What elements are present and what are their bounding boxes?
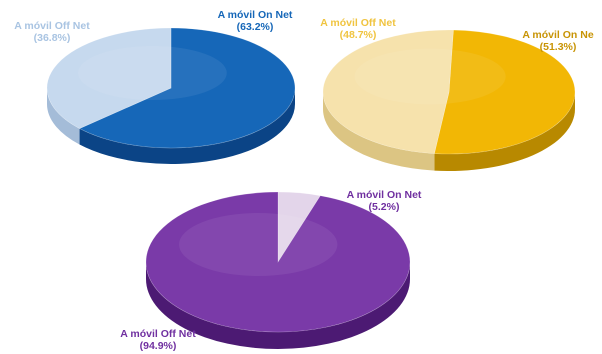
pie1-label-on-net: A móvil On Net (63.2%) — [217, 9, 293, 33]
pie2-label-on-net: A móvil On Ne (51.3%) — [522, 29, 594, 53]
pie-2-slice-1 — [433, 29, 576, 155]
pie-1-slice-2-side — [47, 88, 80, 145]
pie-2-slice-2-side — [323, 92, 435, 171]
pie-1 — [46, 27, 296, 164]
pie-1-slice-1-side — [79, 88, 295, 164]
pie-3 — [145, 191, 411, 349]
pie-1-highlight — [77, 46, 227, 100]
pie-1-slice-1 — [78, 27, 296, 149]
pie2-label-off-net: A móvil Off Net (48.7%) — [320, 17, 396, 41]
pie-3-highlight — [179, 213, 338, 276]
pie-3-slice-2-side — [146, 262, 410, 349]
pie3-label-on-net: A móvil On Net (5.2%) — [346, 189, 422, 213]
pie-2-highlight — [354, 48, 506, 105]
pie-2-slice-1-side — [434, 92, 575, 171]
pie1-label-off-net: A móvil Off Net (36.8%) — [14, 20, 90, 44]
pie-1-slice-2 — [46, 27, 172, 129]
pie-2-slice-2 — [322, 29, 454, 154]
pie3-label-off-net: A móvil Off Net (94.9%) — [120, 328, 196, 352]
pie-3-slice-1 — [277, 191, 321, 264]
pie-3-slice-2 — [145, 191, 411, 333]
pie-2 — [322, 29, 576, 171]
